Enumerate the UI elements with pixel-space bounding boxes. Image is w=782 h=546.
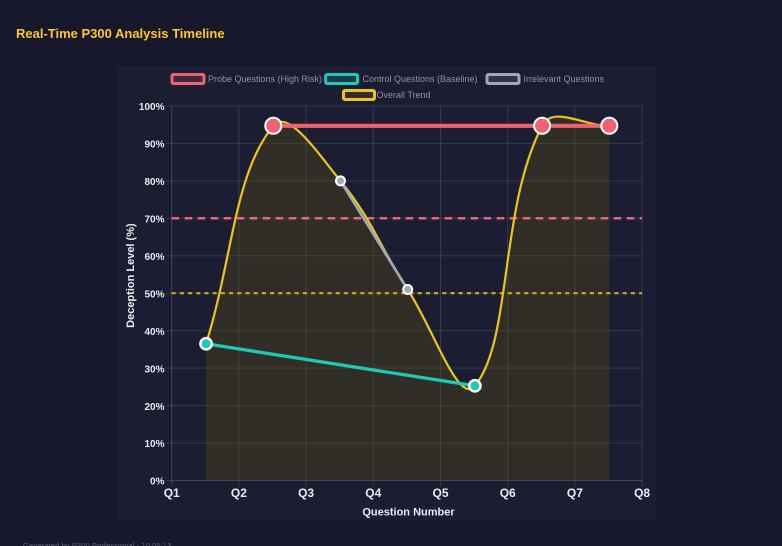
svg-text:Q6: Q6 bbox=[500, 486, 516, 500]
svg-text:60%: 60% bbox=[144, 252, 164, 263]
svg-text:40%: 40% bbox=[144, 327, 164, 338]
svg-text:Overall Trend: Overall Trend bbox=[377, 90, 431, 100]
svg-text:Q3: Q3 bbox=[298, 486, 314, 500]
svg-text:Deception Level (%): Deception Level (%) bbox=[125, 223, 137, 328]
svg-text:Q4: Q4 bbox=[365, 486, 381, 500]
svg-text:80%: 80% bbox=[144, 177, 164, 188]
svg-text:Probe Questions (High Risk): Probe Questions (High Risk) bbox=[208, 74, 322, 84]
svg-text:30%: 30% bbox=[144, 364, 164, 375]
svg-text:Q1: Q1 bbox=[164, 486, 180, 500]
svg-text:0%: 0% bbox=[150, 477, 165, 488]
svg-text:Q2: Q2 bbox=[231, 486, 247, 500]
svg-text:70%: 70% bbox=[144, 215, 164, 226]
svg-text:100%: 100% bbox=[139, 102, 165, 113]
svg-text:Q5: Q5 bbox=[432, 486, 448, 500]
svg-text:20%: 20% bbox=[144, 402, 164, 413]
svg-text:Irrelevant Questions: Irrelevant Questions bbox=[524, 74, 605, 84]
svg-text:90%: 90% bbox=[144, 140, 164, 151]
svg-text:Question Number: Question Number bbox=[362, 507, 455, 519]
svg-text:10%: 10% bbox=[144, 439, 164, 450]
svg-text:Control Questions (Baseline): Control Questions (Baseline) bbox=[363, 74, 478, 84]
svg-text:Q7: Q7 bbox=[567, 486, 583, 500]
svg-text:50%: 50% bbox=[144, 289, 164, 300]
svg-text:Q8: Q8 bbox=[634, 486, 650, 500]
